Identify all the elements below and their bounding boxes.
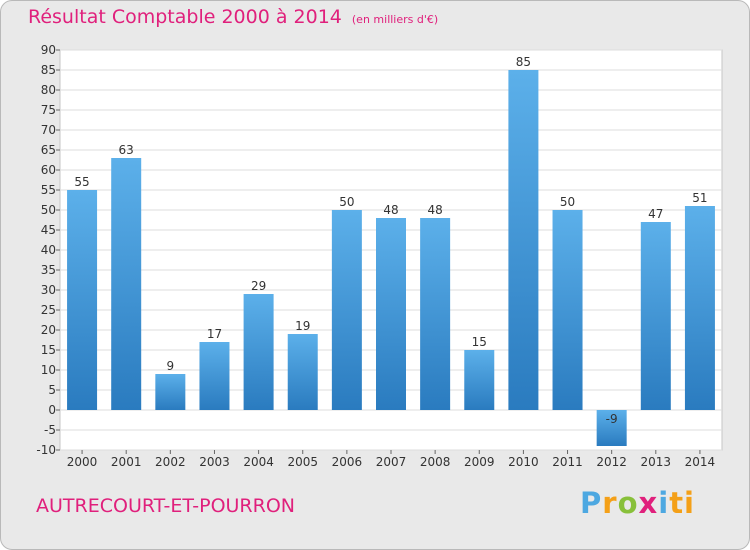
logo-letter: r [602, 486, 618, 520]
data-label: 15 [472, 335, 487, 349]
y-tick-label: 35 [41, 263, 56, 277]
x-tick-label: 2001 [111, 455, 142, 469]
y-tick-label: 85 [41, 63, 56, 77]
bar [155, 374, 186, 410]
logo-letter: ti [669, 486, 695, 520]
data-label: 9 [167, 359, 175, 373]
y-tick-label: 70 [41, 123, 56, 137]
y-tick-label: 15 [41, 343, 56, 357]
data-label: 51 [692, 191, 707, 205]
bar [684, 206, 715, 410]
x-tick-label: 2010 [508, 455, 539, 469]
bar [111, 158, 142, 410]
y-tick-label: 65 [41, 143, 56, 157]
x-tick-label: 2011 [552, 455, 583, 469]
data-label: 55 [74, 175, 89, 189]
y-tick-label: 80 [41, 83, 56, 97]
y-tick-label: 60 [41, 163, 56, 177]
bar [67, 190, 98, 410]
title-text: Résultat Comptable 2000 à 2014 [28, 6, 342, 28]
logo-letter: P [580, 486, 603, 520]
commune-name: AUTRECOURT-ET-POURRON [36, 495, 295, 517]
y-tick-label: 10 [41, 363, 56, 377]
x-tick-label: 2013 [641, 455, 672, 469]
y-tick-label: 45 [41, 223, 56, 237]
y-tick-label: 25 [41, 303, 56, 317]
bar [287, 334, 318, 410]
bar [552, 210, 583, 410]
x-tick-label: 2002 [155, 455, 186, 469]
bar [331, 210, 362, 410]
y-tick-label: -5 [44, 423, 56, 437]
data-label: 63 [119, 143, 134, 157]
bars: 55 63 9 17 29 19 50 48 48 15 85 50 -9 47 51 [67, 55, 715, 446]
y-tick-label: -10 [36, 443, 56, 457]
x-tick-label: 2014 [685, 455, 716, 469]
y-tick-label: 20 [41, 323, 56, 337]
data-label: 48 [383, 203, 398, 217]
x-tick-label: 2012 [596, 455, 627, 469]
data-label: 17 [207, 327, 222, 341]
x-tick-label: 2004 [243, 455, 274, 469]
logo-letter: x [638, 486, 659, 520]
y-tick-label: 5 [48, 383, 56, 397]
bar [508, 70, 539, 410]
x-tick-label: 2009 [464, 455, 495, 469]
data-label: -9 [606, 412, 618, 426]
data-label: 50 [560, 195, 575, 209]
data-label: 85 [516, 55, 531, 69]
y-tick-label: 90 [41, 43, 56, 57]
x-tick-label: 2005 [287, 455, 318, 469]
proxiti-logo: Proxiti [580, 486, 695, 520]
title-unit: (en milliers d'€) [351, 13, 439, 26]
logo-letter: i [658, 486, 670, 520]
x-tick-label: 2003 [199, 455, 230, 469]
data-label: 29 [251, 279, 266, 293]
x-tick-label: 2008 [420, 455, 451, 469]
data-label: 19 [295, 319, 310, 333]
y-tick-label: 50 [41, 203, 56, 217]
bar [640, 222, 671, 410]
data-label: 50 [339, 195, 354, 209]
bar [464, 350, 495, 410]
bar [199, 342, 230, 410]
x-axis-ticks: 2000 2001 2002 2003 2004 2005 2006 2007 2008 2009… [67, 450, 715, 469]
logo-letter: o [617, 486, 639, 520]
y-tick-label: 40 [41, 243, 56, 257]
bar [420, 218, 451, 410]
y-tick-label: 55 [41, 183, 56, 197]
bar [376, 218, 406, 410]
chart-title: Résultat Comptable 2000 à 2014 (en millie… [28, 6, 438, 28]
bar [596, 410, 627, 446]
y-tick-label: 75 [41, 103, 56, 117]
data-label: 48 [427, 203, 442, 217]
x-tick-label: 2000 [67, 455, 98, 469]
y-tick-label: 0 [48, 403, 56, 417]
y-axis-ticks: -10 -5 0 5 10 15 20 25 30 35 40 45 50 55 60 65 70 75 80 85 9… [36, 43, 60, 457]
y-tick-label: 30 [41, 283, 56, 297]
data-label: 47 [648, 207, 663, 221]
x-tick-label: 2007 [376, 455, 407, 469]
x-tick-label: 2006 [332, 455, 363, 469]
bar [243, 294, 274, 410]
